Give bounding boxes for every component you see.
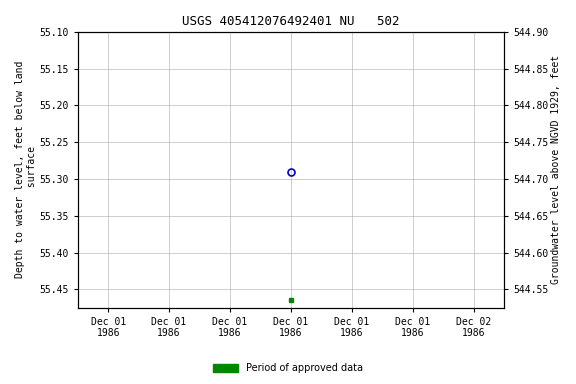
Title: USGS 405412076492401 NU   502: USGS 405412076492401 NU 502 (182, 15, 400, 28)
Y-axis label: Groundwater level above NGVD 1929, feet: Groundwater level above NGVD 1929, feet (551, 55, 561, 285)
Y-axis label: Depth to water level, feet below land
 surface: Depth to water level, feet below land su… (15, 61, 37, 278)
Legend: Period of approved data: Period of approved data (210, 359, 366, 377)
